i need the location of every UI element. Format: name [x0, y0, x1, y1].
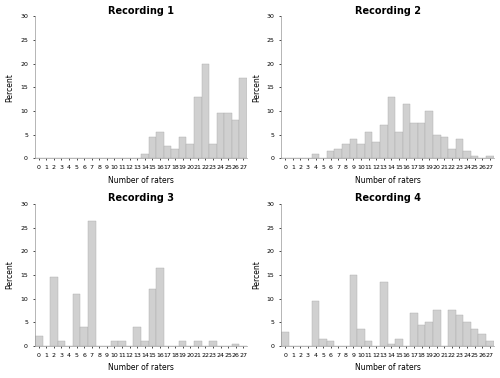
Bar — [365, 132, 372, 158]
Bar — [334, 149, 342, 158]
Bar — [312, 153, 320, 158]
Bar — [471, 329, 478, 346]
Bar — [209, 144, 217, 158]
Bar — [418, 325, 426, 346]
Bar — [440, 137, 448, 158]
Bar — [240, 78, 247, 158]
Bar — [418, 123, 426, 158]
Bar — [350, 275, 357, 346]
X-axis label: Number of raters: Number of raters — [354, 176, 420, 185]
Y-axis label: Percent: Percent — [252, 73, 261, 102]
Bar — [312, 301, 320, 346]
Bar — [388, 344, 395, 346]
Bar — [327, 341, 334, 346]
Bar — [433, 135, 440, 158]
Title: Recording 1: Recording 1 — [108, 6, 174, 15]
Bar — [80, 327, 88, 346]
Bar — [320, 339, 327, 346]
Bar — [172, 149, 179, 158]
Bar — [433, 310, 440, 346]
Bar — [148, 289, 156, 346]
Bar — [456, 315, 464, 346]
Bar — [73, 294, 80, 346]
X-axis label: Number of raters: Number of raters — [108, 363, 174, 372]
Bar — [395, 132, 402, 158]
Bar — [232, 121, 239, 158]
Bar — [194, 341, 202, 346]
Bar — [217, 113, 224, 158]
Bar — [35, 336, 42, 346]
Bar — [410, 313, 418, 346]
Bar — [464, 151, 471, 158]
Bar — [134, 327, 141, 346]
Bar — [164, 147, 172, 158]
Bar — [118, 341, 126, 346]
Bar — [141, 341, 148, 346]
Bar — [327, 151, 334, 158]
Bar — [156, 132, 164, 158]
Bar — [156, 268, 164, 346]
Bar — [380, 282, 388, 346]
Bar — [357, 329, 365, 346]
X-axis label: Number of raters: Number of raters — [108, 176, 174, 185]
Title: Recording 2: Recording 2 — [354, 6, 420, 15]
Y-axis label: Percent: Percent — [6, 260, 15, 290]
Bar — [410, 123, 418, 158]
Bar — [388, 97, 395, 158]
Y-axis label: Percent: Percent — [6, 73, 15, 102]
Bar — [486, 341, 494, 346]
Title: Recording 4: Recording 4 — [354, 193, 420, 203]
Bar — [426, 322, 433, 346]
X-axis label: Number of raters: Number of raters — [354, 363, 420, 372]
Bar — [186, 144, 194, 158]
Bar — [141, 153, 148, 158]
Bar — [486, 156, 494, 158]
Bar — [148, 137, 156, 158]
Bar — [179, 341, 186, 346]
Bar — [179, 137, 186, 158]
Bar — [402, 104, 410, 158]
Bar — [426, 111, 433, 158]
Bar — [471, 156, 478, 158]
Bar — [50, 277, 58, 346]
Bar — [209, 341, 217, 346]
Bar — [194, 97, 202, 158]
Y-axis label: Percent: Percent — [252, 260, 261, 290]
Bar — [350, 139, 357, 158]
Bar — [365, 341, 372, 346]
Bar — [395, 339, 402, 346]
Bar — [110, 341, 118, 346]
Bar — [232, 344, 239, 346]
Bar — [357, 144, 365, 158]
Title: Recording 3: Recording 3 — [108, 193, 174, 203]
Bar — [58, 341, 65, 346]
Bar — [380, 125, 388, 158]
Bar — [88, 220, 96, 346]
Bar — [448, 310, 456, 346]
Bar — [478, 334, 486, 346]
Bar — [372, 142, 380, 158]
Bar — [342, 144, 349, 158]
Bar — [202, 64, 209, 158]
Bar — [456, 139, 464, 158]
Bar — [448, 149, 456, 158]
Bar — [464, 322, 471, 346]
Bar — [282, 332, 289, 346]
Bar — [224, 113, 232, 158]
